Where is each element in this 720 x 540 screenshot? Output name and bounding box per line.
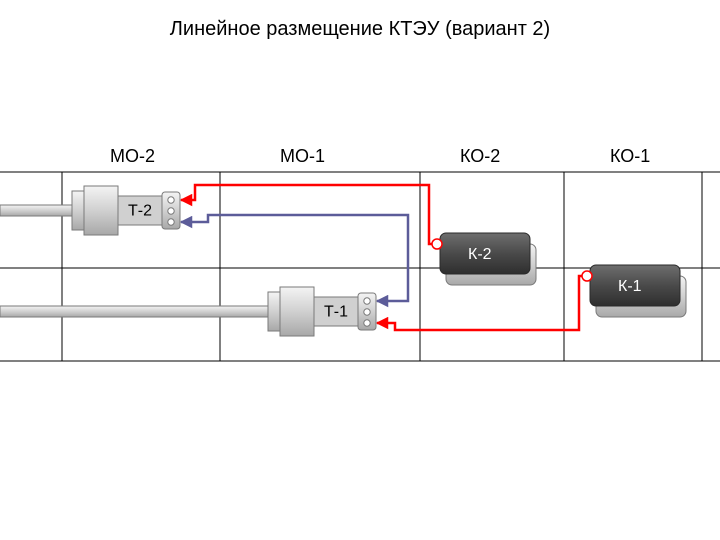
transformer-t2-port-2 [168,219,174,225]
compressor-k2-indicator [432,239,442,249]
compressor-k1: К-1 [582,265,686,317]
transformer-t2-port-0 [168,197,174,203]
linear-layout-diagram: Линейное размещение КТЭУ (вариант 2) МО-2… [0,0,720,540]
transformer-t2: Т-2 [0,186,180,235]
transformer-t2-block2 [84,186,118,235]
column-label-mo2: МО-2 [110,146,155,166]
column-label-ko1: КО-1 [610,146,650,166]
transformer-t2-block1 [72,191,84,230]
compressor-k2-label: К-2 [468,246,492,263]
transformer-t1-port-1 [364,309,370,315]
compressor-k1-label: К-1 [618,278,642,295]
transformer-t1-shaft [0,306,268,317]
transformer-t1: Т-1 [0,287,376,336]
transformer-t2-port-1 [168,208,174,214]
transformer-t2-label: Т-2 [128,203,152,220]
transformer-t1-port-2 [364,320,370,326]
transformer-t1-port-0 [364,298,370,304]
diagram-title: Линейное размещение КТЭУ (вариант 2) [170,18,550,40]
transformer-t1-label: Т-1 [324,304,348,321]
compressor-k1-indicator [582,271,592,281]
transformer-t1-block2 [280,287,314,336]
column-label-mo1: МО-1 [280,146,325,166]
transformer-t2-shaft [0,205,72,216]
compressor-k2: К-2 [432,233,536,285]
column-label-ko2: КО-2 [460,146,500,166]
transformer-t1-block1 [268,292,280,331]
